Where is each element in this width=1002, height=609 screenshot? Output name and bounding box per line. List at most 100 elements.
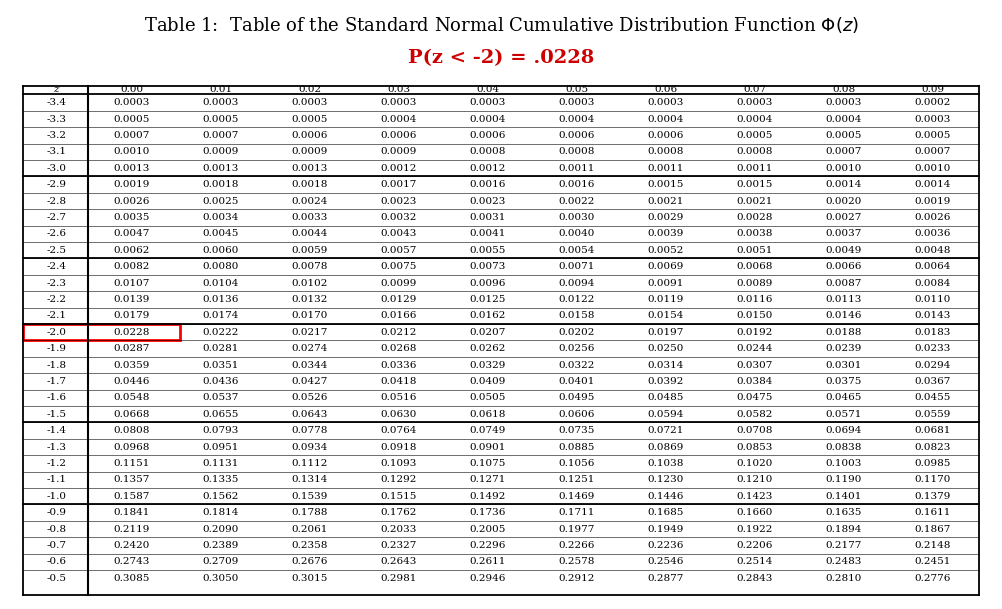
Text: 0.1423: 0.1423 — [736, 492, 773, 501]
Text: 0.1587: 0.1587 — [113, 492, 150, 501]
Text: 0.0708: 0.0708 — [736, 426, 773, 435]
Text: 0.2420: 0.2420 — [113, 541, 150, 550]
Text: 0.0838: 0.0838 — [826, 443, 862, 452]
Text: 0.0026: 0.0026 — [113, 197, 150, 205]
Text: 0.2546: 0.2546 — [647, 557, 683, 566]
Text: P(z < -2) = .0228: P(z < -2) = .0228 — [408, 49, 594, 67]
Text: 0.0197: 0.0197 — [647, 328, 683, 337]
Text: -3.3: -3.3 — [46, 114, 66, 124]
Text: 0.0119: 0.0119 — [647, 295, 683, 304]
Text: 0.3085: 0.3085 — [113, 574, 150, 583]
Text: 0.0013: 0.0013 — [113, 164, 150, 173]
Text: 0.0301: 0.0301 — [826, 361, 862, 370]
Text: 0.0026: 0.0026 — [914, 213, 951, 222]
Text: -1.4: -1.4 — [46, 426, 66, 435]
Text: 0.0073: 0.0073 — [470, 262, 506, 271]
Text: 0.0559: 0.0559 — [914, 410, 951, 419]
Text: 0.0004: 0.0004 — [558, 114, 595, 124]
Text: 0.0003: 0.0003 — [647, 98, 683, 107]
Text: 0.0901: 0.0901 — [470, 443, 506, 452]
Text: 0.0179: 0.0179 — [113, 311, 150, 320]
Text: 0.0392: 0.0392 — [647, 377, 683, 386]
Text: 0.0150: 0.0150 — [736, 311, 773, 320]
Text: 0.0116: 0.0116 — [736, 295, 773, 304]
Text: 0.0228: 0.0228 — [113, 328, 150, 337]
Text: 0.2483: 0.2483 — [826, 557, 862, 566]
Text: 0.0008: 0.0008 — [736, 147, 773, 157]
Text: 0.0009: 0.0009 — [292, 147, 328, 157]
Text: 0.0853: 0.0853 — [736, 443, 773, 452]
Text: 0.0084: 0.0084 — [914, 278, 951, 287]
Text: 0.0485: 0.0485 — [647, 393, 683, 403]
Text: 0.0033: 0.0033 — [292, 213, 328, 222]
Text: 0.0594: 0.0594 — [647, 410, 683, 419]
Text: 0.0307: 0.0307 — [736, 361, 773, 370]
Text: 0.2005: 0.2005 — [470, 524, 506, 533]
Text: 0.2389: 0.2389 — [202, 541, 238, 550]
Text: 0.2743: 0.2743 — [113, 557, 150, 566]
Text: 0.0099: 0.0099 — [381, 278, 417, 287]
Text: 0.0055: 0.0055 — [470, 245, 506, 255]
Text: 0.0122: 0.0122 — [558, 295, 595, 304]
Text: 0.0655: 0.0655 — [202, 410, 238, 419]
Text: 0.1469: 0.1469 — [558, 492, 595, 501]
Text: 0.0091: 0.0091 — [647, 278, 683, 287]
Text: 0.1170: 0.1170 — [914, 476, 951, 484]
Text: 0.0031: 0.0031 — [470, 213, 506, 222]
Text: 0.0010: 0.0010 — [914, 164, 951, 173]
Text: 0.1251: 0.1251 — [558, 476, 595, 484]
Text: 0.0139: 0.0139 — [113, 295, 150, 304]
Text: 0.0027: 0.0027 — [826, 213, 862, 222]
Text: -0.8: -0.8 — [46, 524, 66, 533]
Text: 0.0174: 0.0174 — [202, 311, 238, 320]
Text: 0.1038: 0.1038 — [647, 459, 683, 468]
Text: 0.0281: 0.0281 — [202, 344, 238, 353]
Text: 0.0934: 0.0934 — [292, 443, 328, 452]
Text: 0.0475: 0.0475 — [736, 393, 773, 403]
Text: 0.0015: 0.0015 — [736, 180, 773, 189]
Text: 0.0005: 0.0005 — [113, 114, 150, 124]
Text: 0.0158: 0.0158 — [558, 311, 595, 320]
Text: 0.0344: 0.0344 — [292, 361, 328, 370]
Text: 0.0059: 0.0059 — [292, 245, 328, 255]
Text: -1.3: -1.3 — [46, 443, 66, 452]
Text: 0.2578: 0.2578 — [558, 557, 595, 566]
Text: 0.0003: 0.0003 — [381, 98, 417, 107]
Text: 0.2148: 0.2148 — [914, 541, 951, 550]
Text: 0.2810: 0.2810 — [826, 574, 862, 583]
Text: 0.0110: 0.0110 — [914, 295, 951, 304]
Text: 0.1762: 0.1762 — [381, 508, 417, 517]
Text: 0.0013: 0.0013 — [202, 164, 238, 173]
Text: 0.1292: 0.1292 — [381, 476, 417, 484]
Text: 0.0012: 0.0012 — [470, 164, 506, 173]
Text: -1.9: -1.9 — [46, 344, 66, 353]
Text: -2.0: -2.0 — [46, 328, 66, 337]
Text: 0.2177: 0.2177 — [826, 541, 862, 550]
Text: 0.0044: 0.0044 — [292, 230, 328, 238]
Text: 0.0188: 0.0188 — [826, 328, 862, 337]
Text: 0.0003: 0.0003 — [113, 98, 150, 107]
Text: 0.0418: 0.0418 — [381, 377, 417, 386]
Text: 0.0409: 0.0409 — [470, 377, 506, 386]
Text: 0.0516: 0.0516 — [381, 393, 417, 403]
Text: -1.8: -1.8 — [46, 361, 66, 370]
Text: 0.1894: 0.1894 — [826, 524, 862, 533]
Text: 0.0136: 0.0136 — [202, 295, 238, 304]
Text: 0.0087: 0.0087 — [826, 278, 862, 287]
Text: 0.0006: 0.0006 — [470, 131, 506, 140]
Text: 0.0384: 0.0384 — [736, 377, 773, 386]
Text: 0.1949: 0.1949 — [647, 524, 683, 533]
Text: 0.0154: 0.0154 — [647, 311, 683, 320]
Text: 0.0505: 0.0505 — [470, 393, 506, 403]
Text: 0.09: 0.09 — [921, 85, 944, 94]
Text: 0.0030: 0.0030 — [558, 213, 595, 222]
Text: 0.0244: 0.0244 — [736, 344, 773, 353]
Text: 0.0009: 0.0009 — [381, 147, 417, 157]
Text: 0.0023: 0.0023 — [381, 197, 417, 205]
Text: 0.0010: 0.0010 — [113, 147, 150, 157]
Text: 0.2643: 0.2643 — [381, 557, 417, 566]
Text: 0.0125: 0.0125 — [470, 295, 506, 304]
Text: 0.0007: 0.0007 — [202, 131, 238, 140]
Text: 0.1867: 0.1867 — [914, 524, 951, 533]
Text: 0.0057: 0.0057 — [381, 245, 417, 255]
